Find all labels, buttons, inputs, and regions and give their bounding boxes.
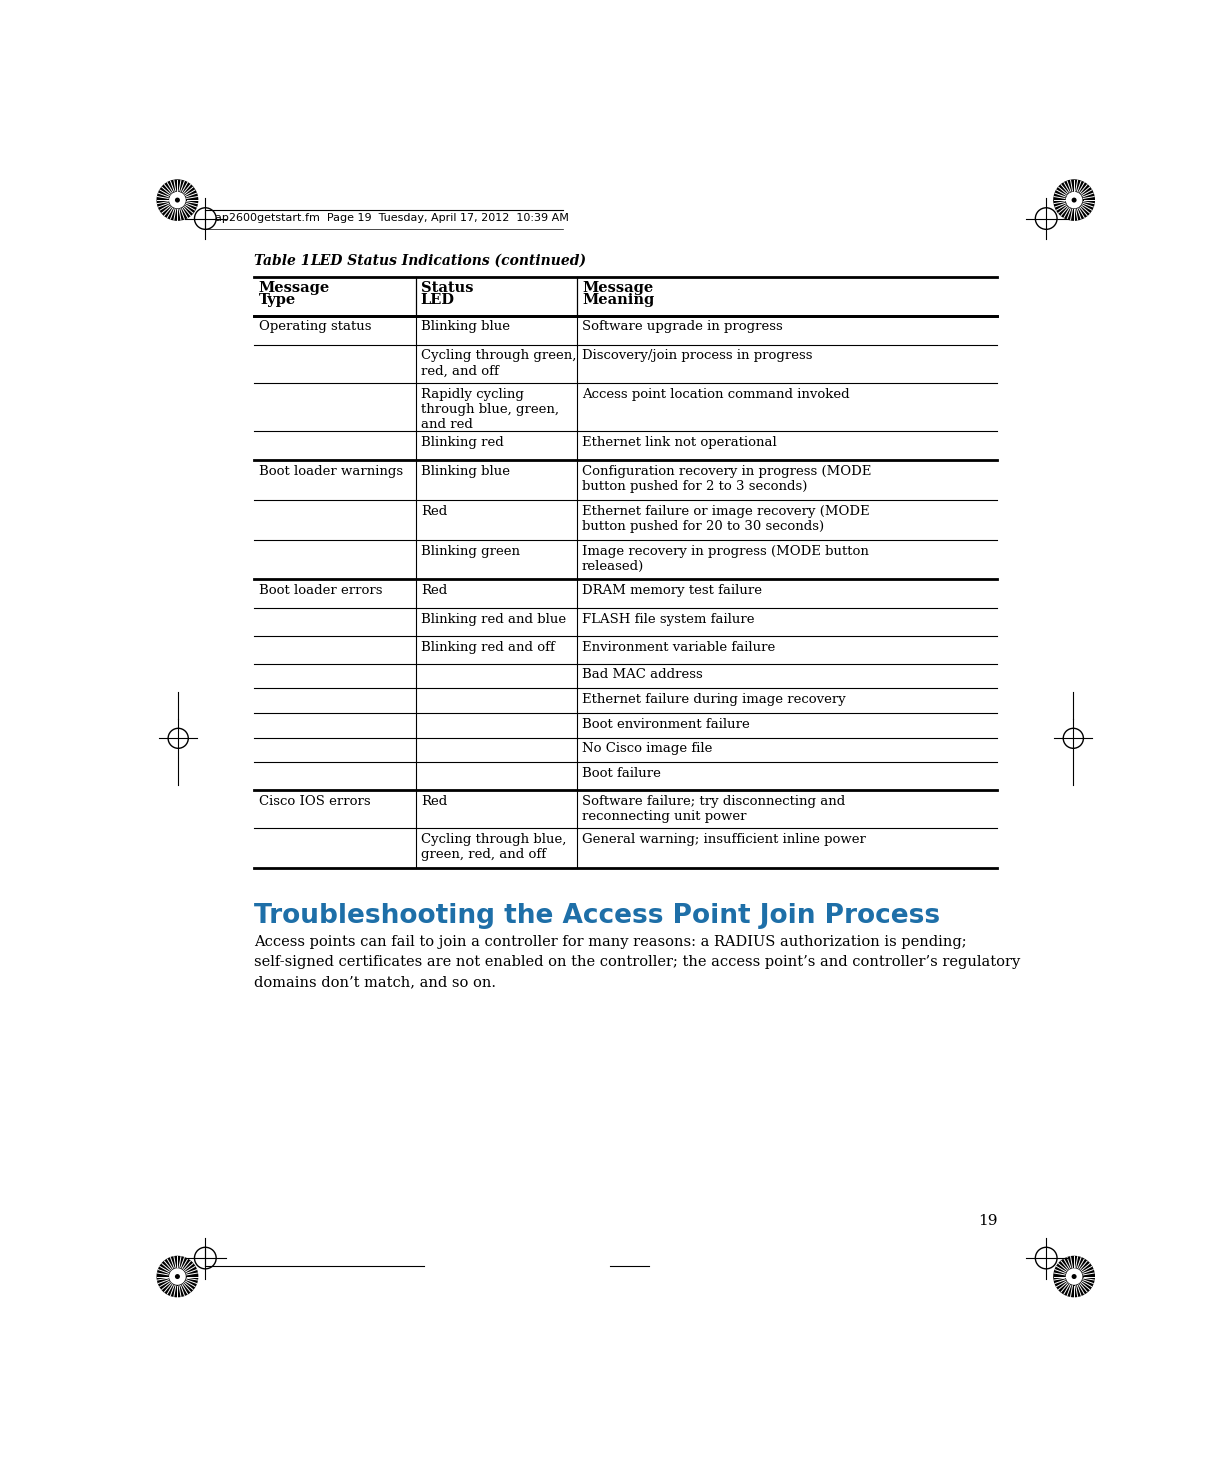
Text: General warning; insufficient inline power: General warning; insufficient inline pow…	[582, 833, 866, 846]
Text: Configuration recovery in progress (MODE
button pushed for 2 to 3 seconds): Configuration recovery in progress (MODE…	[582, 465, 872, 493]
Text: Message: Message	[582, 281, 653, 295]
Text: Blinking blue: Blinking blue	[421, 465, 510, 478]
Text: ap2600getstart.fm  Page 19  Tuesday, April 17, 2012  10:39 AM: ap2600getstart.fm Page 19 Tuesday, April…	[215, 213, 569, 224]
Text: Environment variable failure: Environment variable failure	[582, 640, 775, 654]
Circle shape	[1066, 1268, 1083, 1285]
Text: Discovery/join process in progress: Discovery/join process in progress	[582, 349, 812, 363]
Text: LED: LED	[421, 294, 454, 307]
Text: Red: Red	[421, 504, 447, 518]
Text: Ethernet link not operational: Ethernet link not operational	[582, 436, 777, 449]
Text: Operating status: Operating status	[259, 320, 371, 333]
Text: Image recovery in progress (MODE button
released): Image recovery in progress (MODE button …	[582, 545, 869, 573]
Text: Blinking blue: Blinking blue	[421, 320, 510, 333]
Text: Rapidly cycling
through blue, green,
and red: Rapidly cycling through blue, green, and…	[421, 387, 559, 431]
Text: Cycling through green,
red, and off: Cycling through green, red, and off	[421, 349, 576, 377]
Text: Red: Red	[421, 583, 447, 596]
Text: Blinking red: Blinking red	[421, 436, 503, 449]
Circle shape	[168, 192, 186, 209]
Text: LED Status Indications (continued): LED Status Indications (continued)	[310, 254, 586, 268]
Circle shape	[175, 1273, 179, 1279]
Text: 19: 19	[978, 1213, 998, 1228]
Text: Status: Status	[421, 281, 474, 295]
Text: Blinking green: Blinking green	[421, 545, 520, 558]
Text: FLASH file system failure: FLASH file system failure	[582, 613, 755, 626]
Text: Boot environment failure: Boot environment failure	[582, 718, 750, 731]
Text: Table 1: Table 1	[254, 254, 335, 268]
Text: Boot failure: Boot failure	[582, 766, 661, 779]
Text: Type: Type	[259, 294, 295, 307]
Text: Software upgrade in progress: Software upgrade in progress	[582, 320, 783, 333]
Text: Cisco IOS errors: Cisco IOS errors	[259, 794, 370, 807]
Circle shape	[1066, 192, 1083, 209]
Text: Blinking red and off: Blinking red and off	[421, 640, 554, 654]
Circle shape	[156, 180, 198, 221]
Text: Ethernet failure or image recovery (MODE
button pushed for 20 to 30 seconds): Ethernet failure or image recovery (MODE…	[582, 504, 869, 534]
Circle shape	[1054, 1256, 1095, 1297]
Text: Meaning: Meaning	[582, 294, 654, 307]
Text: Boot loader errors: Boot loader errors	[259, 583, 382, 596]
Text: Blinking red and blue: Blinking red and blue	[421, 613, 565, 626]
Text: Bad MAC address: Bad MAC address	[582, 668, 703, 681]
Text: Software failure; try disconnecting and
reconnecting unit power: Software failure; try disconnecting and …	[582, 794, 845, 823]
Text: Message: Message	[259, 281, 330, 295]
Circle shape	[156, 1256, 198, 1297]
Text: DRAM memory test failure: DRAM memory test failure	[582, 583, 762, 596]
Text: Ethernet failure during image recovery: Ethernet failure during image recovery	[582, 693, 846, 706]
Text: Red: Red	[421, 794, 447, 807]
Text: Access points can fail to join a controller for many reasons: a RADIUS authoriza: Access points can fail to join a control…	[254, 936, 1021, 990]
Text: Access point location command invoked: Access point location command invoked	[582, 387, 850, 401]
Circle shape	[1054, 180, 1095, 221]
Text: Cycling through blue,
green, red, and off: Cycling through blue, green, red, and of…	[421, 833, 567, 861]
Circle shape	[1072, 197, 1077, 203]
Text: Troubleshooting the Access Point Join Process: Troubleshooting the Access Point Join Pr…	[254, 904, 940, 928]
Circle shape	[175, 197, 179, 203]
Text: No Cisco image file: No Cisco image file	[582, 743, 712, 756]
Text: Boot loader warnings: Boot loader warnings	[259, 465, 403, 478]
Circle shape	[1072, 1273, 1077, 1279]
Circle shape	[168, 1268, 186, 1285]
